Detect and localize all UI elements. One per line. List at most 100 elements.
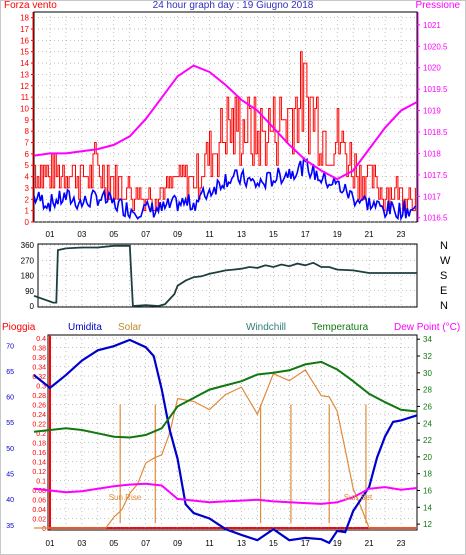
- xtick-top-03: 03: [77, 230, 86, 239]
- tick-pioggia-0.34: 0.34: [32, 365, 46, 372]
- tick-pressione-1017: 1017: [423, 192, 441, 201]
- tick-pressione-1019.5: 1019.5: [423, 85, 448, 94]
- tick-forza-9: 9: [25, 116, 30, 125]
- tick-temp-22: 22: [423, 436, 432, 445]
- xtick-bottom-05: 05: [109, 539, 118, 548]
- dir-label-2: S: [440, 270, 447, 282]
- tick-dir-270: 270: [21, 256, 35, 265]
- tick-forza-4: 4: [25, 173, 30, 182]
- tick-pressione-1019: 1019: [423, 107, 441, 116]
- tick-pioggia-0.16: 0.16: [32, 450, 46, 457]
- tick-pioggia-0.4: 0.4: [36, 336, 46, 343]
- xtick-top-05: 05: [109, 230, 118, 239]
- sun-set-label: Sun Set: [344, 493, 373, 502]
- tick-pressione-1021: 1021: [423, 21, 441, 30]
- tick-temp-14: 14: [423, 503, 432, 512]
- tick-pioggia-0.08: 0.08: [32, 488, 46, 495]
- tick-temp-30: 30: [423, 369, 432, 378]
- dir-label-1: W: [440, 255, 451, 267]
- label-solar: Solar: [118, 322, 142, 333]
- tick-umidita-65: 65: [6, 369, 14, 376]
- tick-pioggia-0.04: 0.04: [32, 507, 46, 514]
- tick-forza-10: 10: [20, 104, 29, 113]
- xtick-bottom-11: 11: [205, 539, 214, 548]
- series-dew-point: [33, 482, 418, 505]
- xtick-top-01: 01: [46, 230, 55, 239]
- label-windchill: Windchill: [246, 322, 287, 333]
- xtick-bottom-15: 15: [269, 539, 278, 548]
- dir-label-3: E: [440, 285, 447, 297]
- xtick-top-15: 15: [269, 230, 278, 239]
- tick-temp-18: 18: [423, 470, 432, 479]
- tick-temp-32: 32: [423, 352, 432, 361]
- tick-pioggia-0.28: 0.28: [32, 393, 46, 400]
- xtick-bottom-19: 19: [333, 539, 342, 548]
- tick-pioggia-0.36: 0.36: [32, 355, 46, 362]
- tick-pioggia-0: 0: [42, 526, 46, 533]
- xtick-top-07: 07: [141, 230, 150, 239]
- tick-umidita-70: 70: [6, 343, 14, 350]
- tick-temp-16: 16: [423, 486, 432, 495]
- xtick-bottom-21: 21: [365, 539, 374, 548]
- tick-forza-0: 0: [25, 218, 30, 227]
- sun-rise-label: Sun Rise: [109, 493, 142, 502]
- xtick-top-17: 17: [301, 230, 310, 239]
- tick-forza-15: 15: [20, 48, 29, 57]
- dir-label-0: N: [440, 240, 448, 252]
- xtick-bottom-17: 17: [301, 539, 310, 548]
- tick-pioggia-0.26: 0.26: [32, 403, 46, 410]
- tick-pressione-1020: 1020: [423, 64, 441, 73]
- xtick-bottom-03: 03: [77, 539, 86, 548]
- tick-temp-24: 24: [423, 419, 432, 428]
- tick-forza-7: 7: [25, 139, 30, 148]
- tick-forza-14: 14: [20, 59, 29, 68]
- tick-dir-90: 90: [25, 287, 34, 296]
- tick-forza-17: 17: [20, 25, 29, 34]
- tick-umidita-60: 60: [6, 395, 14, 402]
- tick-pressione-1016.5: 1016.5: [423, 214, 448, 223]
- tick-forza-13: 13: [20, 70, 29, 79]
- tick-forza-11: 11: [21, 93, 30, 102]
- xtick-top-19: 19: [333, 230, 342, 239]
- panel-climate: [47, 334, 418, 531]
- tick-forza-12: 12: [20, 82, 29, 91]
- tick-pressione-1020.5: 1020.5: [423, 42, 448, 51]
- xtick-top-21: 21: [365, 230, 374, 239]
- tick-temp-28: 28: [423, 386, 432, 395]
- xtick-bottom-13: 13: [237, 539, 246, 548]
- tick-forza-18: 18: [20, 14, 29, 23]
- label-temperatura: Temperatura: [312, 322, 369, 333]
- dir-label-4: N: [440, 300, 448, 312]
- tick-forza-1: 1: [25, 207, 30, 216]
- xtick-bottom-09: 09: [173, 539, 182, 548]
- xtick-top-13: 13: [237, 230, 246, 239]
- label-umidita: Umidita: [68, 322, 102, 333]
- tick-forza-2: 2: [25, 195, 30, 204]
- series-direzione: [33, 244, 417, 307]
- tick-pioggia-0.3: 0.3: [36, 384, 46, 391]
- tick-temp-12: 12: [423, 520, 432, 529]
- series-temperatura: [33, 360, 418, 439]
- chart-title: 24 hour graph day : 19 Giugno 2018: [152, 0, 314, 11]
- xtick-bottom-01: 01: [46, 539, 55, 548]
- tick-pioggia-0.06: 0.06: [32, 498, 46, 505]
- label-pressione: Pressione: [415, 0, 460, 11]
- tick-pioggia-0.1: 0.1: [36, 479, 46, 486]
- tick-umidita-40: 40: [6, 497, 14, 504]
- label-dew-point: Dew Point (°C): [394, 322, 461, 333]
- tick-pioggia-0.14: 0.14: [32, 460, 46, 467]
- tick-forza-16: 16: [20, 36, 29, 45]
- tick-pressione-1017.5: 1017.5: [423, 171, 448, 180]
- tick-pressione-1018: 1018: [423, 149, 441, 158]
- tick-dir-180: 180: [21, 272, 35, 281]
- tick-pioggia-0.38: 0.38: [32, 346, 46, 353]
- tick-forza-5: 5: [25, 161, 30, 170]
- tick-pioggia-0.2: 0.2: [36, 431, 46, 438]
- tick-umidita-55: 55: [6, 420, 14, 427]
- tick-temp-34: 34: [423, 335, 432, 344]
- tick-pressione-1018.5: 1018.5: [423, 128, 448, 137]
- xtick-bottom-07: 07: [141, 539, 150, 548]
- xtick-top-23: 23: [397, 230, 406, 239]
